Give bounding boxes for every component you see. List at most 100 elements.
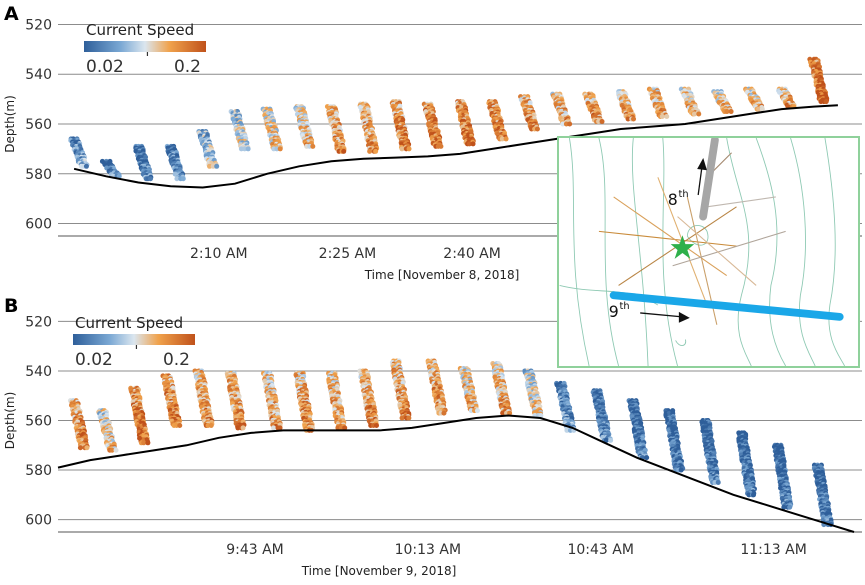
speed-point bbox=[500, 410, 506, 416]
cast-profile bbox=[736, 430, 757, 498]
speed-point bbox=[564, 427, 570, 433]
speed-point bbox=[84, 445, 90, 451]
cast-profile bbox=[743, 86, 765, 112]
y-tick-label: 600 bbox=[25, 513, 52, 529]
cast-profile bbox=[228, 109, 251, 152]
cast-profile bbox=[699, 418, 721, 485]
cast-profile bbox=[490, 361, 513, 416]
x-tick-label: 9:43 AM bbox=[226, 542, 284, 558]
y-tick-label: 520 bbox=[25, 314, 52, 330]
speed-point bbox=[148, 176, 154, 182]
speed-point bbox=[277, 425, 283, 431]
cast-profile bbox=[224, 370, 247, 431]
cast-profile bbox=[293, 104, 316, 149]
speed-point bbox=[499, 136, 505, 142]
speed-point bbox=[83, 163, 89, 169]
cast-profile bbox=[164, 143, 186, 182]
inset-contours bbox=[559, 138, 846, 366]
speed-point bbox=[367, 148, 373, 154]
cast-profile bbox=[663, 408, 686, 473]
arrow-8th-line bbox=[697, 165, 703, 196]
panel-label: B bbox=[4, 295, 18, 317]
contour-line bbox=[726, 138, 752, 366]
speed-point bbox=[751, 492, 757, 498]
speed-point bbox=[659, 114, 665, 120]
speed-point bbox=[406, 415, 412, 421]
speed-point bbox=[399, 415, 405, 421]
cast-profile bbox=[626, 398, 650, 461]
y-axis-title: Depth(m) bbox=[3, 95, 17, 153]
speed-point bbox=[406, 146, 412, 152]
speed-point bbox=[625, 116, 631, 122]
chart-b: 520 540 560 580 600 9:43 AM 10:13 AM 10:43 AM 11… bbox=[3, 295, 862, 578]
speed-point bbox=[208, 422, 214, 428]
speed-point bbox=[507, 410, 513, 416]
speed-point bbox=[399, 146, 405, 152]
speed-point bbox=[207, 163, 213, 169]
speed-point bbox=[240, 425, 246, 431]
profile-group bbox=[67, 358, 834, 528]
speed-point bbox=[696, 111, 702, 117]
cast-profile bbox=[324, 104, 347, 154]
contour-line bbox=[824, 138, 846, 366]
cast-profile bbox=[711, 89, 734, 115]
panel-label: A bbox=[4, 3, 19, 25]
cast-profile bbox=[771, 442, 794, 510]
y-tick-label: 600 bbox=[25, 217, 52, 233]
legend-title: Current Speed bbox=[86, 21, 194, 39]
legend-title: Current Speed bbox=[75, 314, 183, 332]
cast-profile bbox=[96, 408, 119, 453]
star-icon bbox=[670, 235, 695, 259]
x-tick-label: 10:43 AM bbox=[567, 542, 633, 558]
x-tick-label: 2:40 AM bbox=[443, 246, 501, 262]
survey-line bbox=[677, 216, 757, 286]
label-9-sup: th bbox=[620, 301, 630, 312]
cast-profile bbox=[68, 136, 90, 169]
speed-point bbox=[242, 146, 248, 152]
cast-profile bbox=[160, 373, 183, 428]
speed-point bbox=[245, 146, 251, 152]
arrow-8th-head bbox=[697, 157, 707, 171]
cast-profile bbox=[99, 158, 122, 179]
legend-min-label: 0.02 bbox=[75, 350, 113, 370]
survey-line bbox=[613, 196, 727, 277]
contour-line bbox=[631, 138, 649, 366]
speed-point bbox=[210, 163, 216, 169]
cast-profile bbox=[582, 91, 605, 125]
speed-point bbox=[603, 437, 609, 443]
speed-point bbox=[342, 425, 348, 431]
legend-max-label: 0.2 bbox=[163, 350, 190, 370]
label-8: 8 bbox=[668, 190, 678, 209]
arrow-8th bbox=[697, 157, 707, 196]
speed-point bbox=[724, 109, 730, 115]
cast-profile bbox=[389, 358, 412, 421]
x-tick-label: 11:13 AM bbox=[740, 542, 806, 558]
cast-profile bbox=[293, 370, 316, 433]
speed-point bbox=[728, 109, 734, 115]
cast-profile bbox=[67, 398, 90, 451]
speed-point bbox=[787, 504, 793, 510]
speed-point bbox=[270, 425, 276, 431]
speed-point bbox=[235, 425, 241, 431]
speed-point bbox=[608, 437, 614, 443]
y-tick-label: 580 bbox=[25, 167, 52, 183]
speed-point bbox=[470, 141, 476, 147]
survey-line bbox=[706, 196, 776, 208]
x-axis-title: Time [November 9, 2018] bbox=[301, 564, 457, 578]
cast-profile bbox=[421, 101, 444, 149]
speed-point bbox=[310, 143, 316, 149]
cast-profile bbox=[357, 368, 379, 428]
speed-point bbox=[113, 447, 119, 453]
contour-line bbox=[569, 138, 590, 366]
cast-profile bbox=[678, 86, 702, 117]
inset-map-svg: 8 th 9 th bbox=[559, 138, 846, 366]
cast-profile bbox=[455, 99, 476, 147]
speed-point bbox=[145, 440, 151, 446]
cast-profile bbox=[522, 368, 544, 419]
speed-point bbox=[599, 119, 605, 125]
speed-point bbox=[177, 422, 183, 428]
contour-line bbox=[675, 339, 687, 346]
speed-point bbox=[759, 106, 765, 112]
speed-point bbox=[567, 121, 573, 127]
